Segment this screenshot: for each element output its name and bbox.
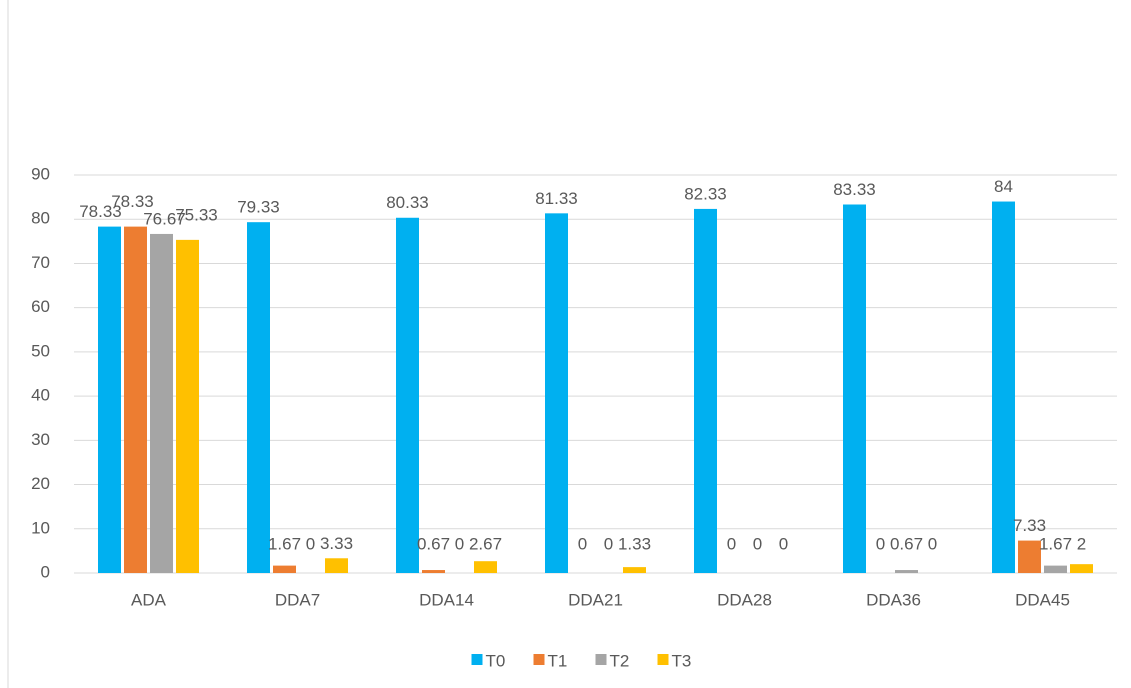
- bar: [474, 561, 497, 573]
- legend-swatch: [657, 654, 669, 665]
- data-label: 2: [1077, 534, 1086, 553]
- legend-swatch: [533, 654, 545, 665]
- data-label: 0: [455, 534, 464, 553]
- data-label: 0: [779, 534, 788, 553]
- data-label: 82.33: [684, 184, 727, 203]
- data-label: 7.33: [1013, 516, 1046, 535]
- data-label: 0: [727, 534, 736, 553]
- data-label: 3.33: [320, 534, 353, 553]
- y-tick-label: 70: [31, 253, 50, 272]
- data-label: 0: [578, 534, 587, 553]
- bar: [694, 208, 717, 573]
- data-label: 79.33: [237, 198, 280, 217]
- y-tick-label: 20: [31, 474, 50, 493]
- bar: [247, 222, 270, 573]
- bar: [895, 570, 918, 573]
- data-label: 0: [306, 534, 315, 553]
- bar: [623, 567, 646, 573]
- data-label: 78.33: [111, 192, 154, 211]
- bar: [176, 239, 199, 573]
- x-tick-label: DDA14: [419, 590, 474, 609]
- x-tick-label: DDA28: [717, 590, 772, 609]
- bar: [1070, 564, 1093, 573]
- data-label: 75.33: [175, 205, 218, 224]
- data-label: 1.33: [618, 534, 651, 553]
- legend-swatch: [595, 654, 607, 665]
- y-tick-label: 90: [31, 164, 50, 183]
- bar: [992, 201, 1015, 574]
- bar: [124, 226, 147, 573]
- x-tick-label: DDA45: [1015, 590, 1070, 609]
- legend-label: T0: [486, 651, 506, 670]
- data-label: 78.33: [79, 202, 122, 221]
- y-tick-label: 40: [31, 386, 50, 405]
- x-tick-label: DDA7: [275, 590, 320, 609]
- bar: [325, 558, 348, 573]
- data-label: 2.67: [469, 534, 502, 553]
- bar: [273, 565, 296, 573]
- data-label: 0: [876, 534, 885, 553]
- bar: [150, 233, 173, 573]
- bar: [396, 217, 419, 574]
- legend-label: T1: [548, 651, 568, 670]
- data-label: 0.67: [417, 534, 450, 553]
- legend-label: T2: [610, 651, 630, 670]
- x-tick-label: DDA36: [866, 590, 921, 609]
- data-label: 0: [604, 534, 613, 553]
- y-tick-label: 60: [31, 297, 50, 316]
- y-tick-label: 10: [31, 518, 50, 537]
- x-tick-label: DDA21: [568, 590, 623, 609]
- bar: [1044, 565, 1067, 573]
- data-label: 83.33: [833, 180, 876, 199]
- data-label: 80.33: [386, 193, 429, 212]
- data-label: 1.67: [268, 534, 301, 553]
- bar: [98, 226, 121, 573]
- legend-label: T3: [672, 651, 692, 670]
- data-label: 76.67: [143, 209, 186, 228]
- data-label: 84: [994, 177, 1013, 196]
- data-label: 0: [928, 534, 937, 553]
- y-tick-label: 80: [31, 209, 50, 228]
- legend-swatch: [471, 654, 483, 665]
- y-tick-label: 30: [31, 430, 50, 449]
- bar: [1018, 540, 1041, 573]
- data-label: 0.67: [890, 534, 923, 553]
- data-label: 81.33: [535, 189, 578, 208]
- bar: [545, 213, 568, 573]
- data-label: 1.67: [1039, 534, 1072, 553]
- bar: [843, 204, 866, 573]
- y-tick-label: 0: [41, 562, 50, 581]
- bar: [422, 570, 445, 573]
- y-tick-label: 50: [31, 341, 50, 360]
- data-label: 0: [753, 534, 762, 553]
- x-tick-label: ADA: [131, 590, 167, 609]
